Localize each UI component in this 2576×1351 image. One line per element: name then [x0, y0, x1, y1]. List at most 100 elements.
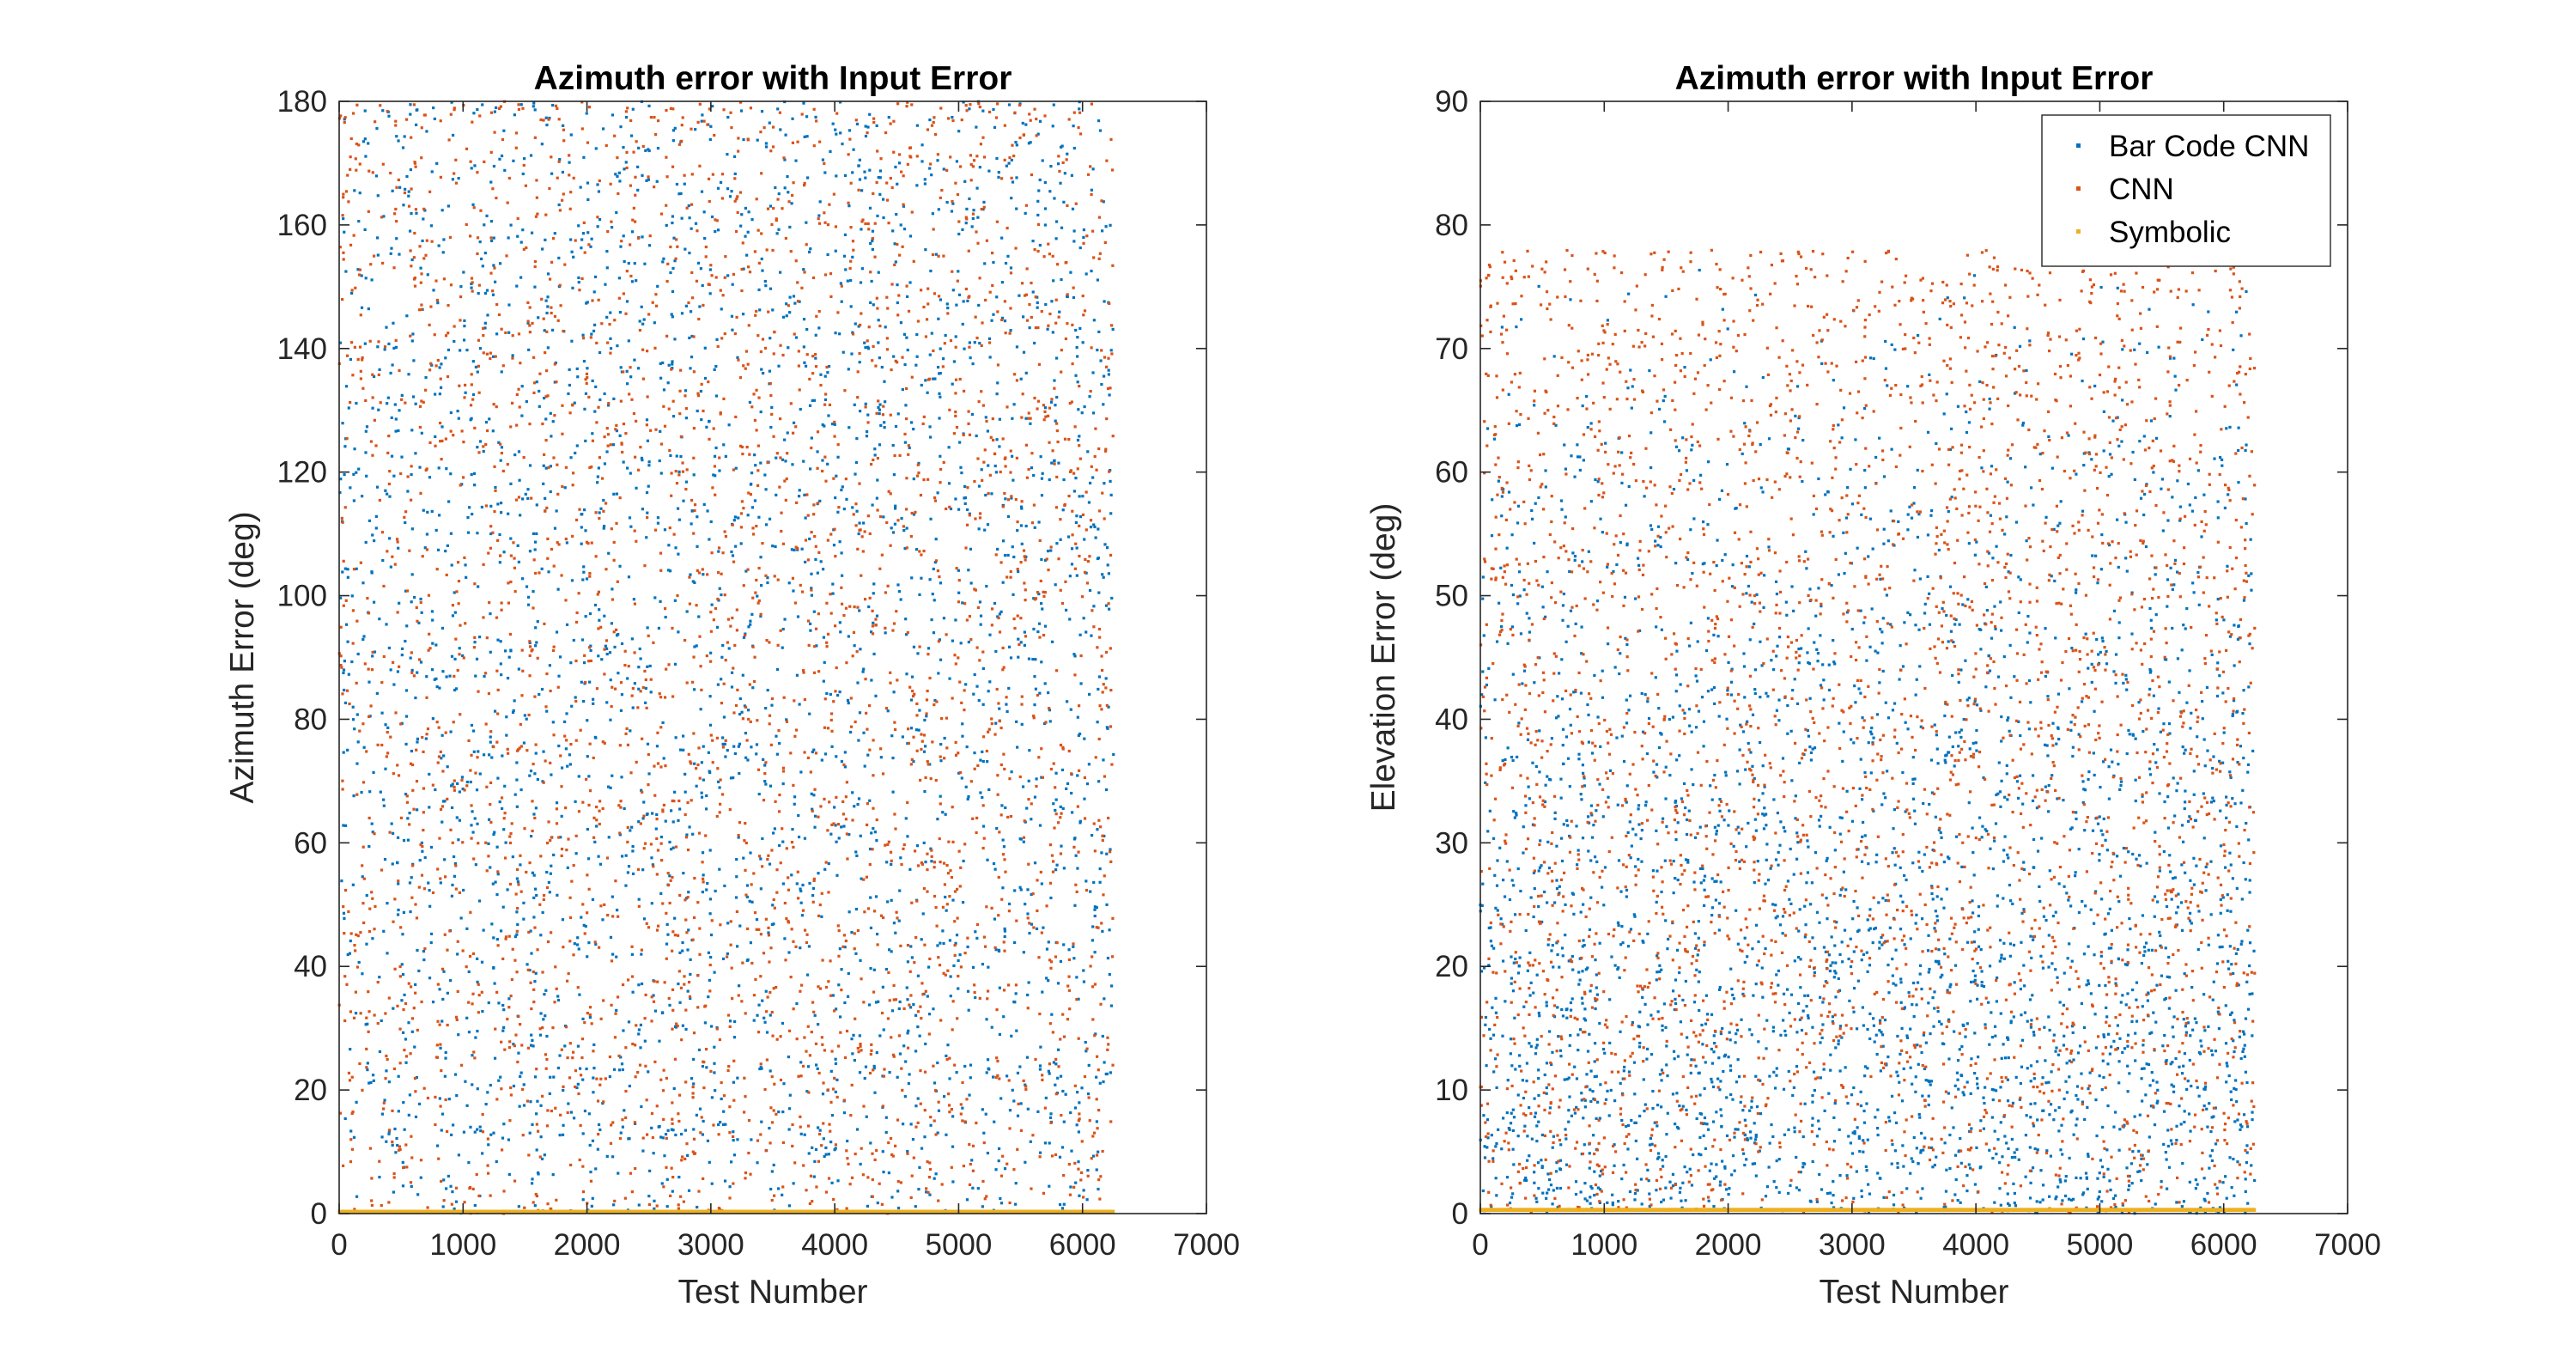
- point: [426, 727, 430, 731]
- point: [1066, 152, 1069, 155]
- point: [408, 812, 411, 815]
- point: [800, 113, 804, 116]
- point: [961, 734, 964, 738]
- point: [385, 1140, 388, 1143]
- point: [936, 1131, 939, 1135]
- point: [403, 515, 406, 519]
- point: [640, 948, 643, 952]
- point: [617, 296, 621, 300]
- point: [737, 834, 740, 837]
- point: [793, 1161, 797, 1165]
- point: [400, 647, 404, 651]
- point: [1043, 558, 1048, 562]
- point: [777, 729, 781, 733]
- point: [342, 192, 345, 196]
- point: [493, 110, 496, 113]
- point: [781, 766, 786, 770]
- point: [963, 496, 968, 500]
- point: [440, 733, 444, 737]
- point: [826, 632, 830, 636]
- point: [901, 735, 904, 739]
- point: [831, 122, 835, 125]
- point: [1092, 605, 1096, 608]
- point: [417, 308, 422, 312]
- point: [1014, 1202, 1018, 1206]
- point: [365, 474, 368, 478]
- point: [602, 526, 605, 530]
- point: [546, 537, 550, 541]
- point: [438, 1023, 441, 1026]
- point: [582, 570, 586, 574]
- point: [399, 722, 403, 726]
- point: [421, 844, 424, 849]
- point: [526, 319, 530, 323]
- point: [946, 306, 950, 310]
- point: [1010, 1034, 1013, 1038]
- point: [741, 717, 745, 721]
- point: [509, 580, 513, 584]
- point: [1058, 1155, 1062, 1159]
- point: [951, 202, 955, 205]
- point: [1101, 834, 1104, 837]
- point: [610, 959, 614, 963]
- point: [500, 446, 504, 449]
- point: [1054, 220, 1059, 223]
- point: [592, 329, 596, 332]
- point: [542, 464, 545, 467]
- point: [357, 960, 361, 965]
- point: [997, 175, 1000, 179]
- point: [836, 924, 840, 928]
- point: [572, 255, 575, 259]
- point: [938, 837, 941, 841]
- point: [981, 208, 985, 211]
- point: [1063, 437, 1067, 441]
- point: [469, 160, 472, 163]
- point: [639, 446, 642, 449]
- point: [438, 393, 441, 396]
- point: [601, 918, 605, 922]
- point: [583, 1109, 587, 1113]
- point: [1100, 668, 1104, 672]
- point: [696, 763, 700, 767]
- point: [987, 169, 991, 173]
- point: [560, 847, 564, 851]
- point: [1019, 377, 1023, 380]
- point: [655, 873, 659, 876]
- point: [361, 875, 364, 879]
- point: [747, 625, 750, 629]
- point: [610, 527, 613, 531]
- point: [896, 1206, 901, 1210]
- point: [603, 648, 606, 651]
- point: [1005, 164, 1008, 167]
- point: [823, 221, 827, 224]
- point: [542, 750, 545, 753]
- point: [947, 1092, 951, 1096]
- point: [1005, 1162, 1009, 1165]
- point: [623, 663, 627, 667]
- point: [702, 745, 705, 748]
- point: [613, 319, 617, 322]
- point: [469, 769, 472, 772]
- point: [903, 1095, 907, 1098]
- point: [924, 776, 927, 780]
- point: [1091, 1018, 1095, 1021]
- point: [1082, 969, 1085, 972]
- point: [572, 176, 575, 180]
- point: [750, 612, 754, 616]
- point: [645, 536, 648, 539]
- point: [1055, 863, 1059, 867]
- point: [376, 345, 380, 349]
- point: [890, 186, 894, 190]
- point: [1082, 228, 1086, 232]
- point: [612, 1203, 616, 1207]
- point: [1032, 627, 1036, 631]
- point: [869, 926, 873, 930]
- point: [1078, 444, 1081, 447]
- point: [371, 406, 374, 410]
- point: [922, 886, 927, 891]
- point: [783, 479, 787, 483]
- point: [637, 1203, 641, 1207]
- point: [345, 436, 349, 441]
- point: [590, 1204, 593, 1208]
- point: [595, 825, 598, 828]
